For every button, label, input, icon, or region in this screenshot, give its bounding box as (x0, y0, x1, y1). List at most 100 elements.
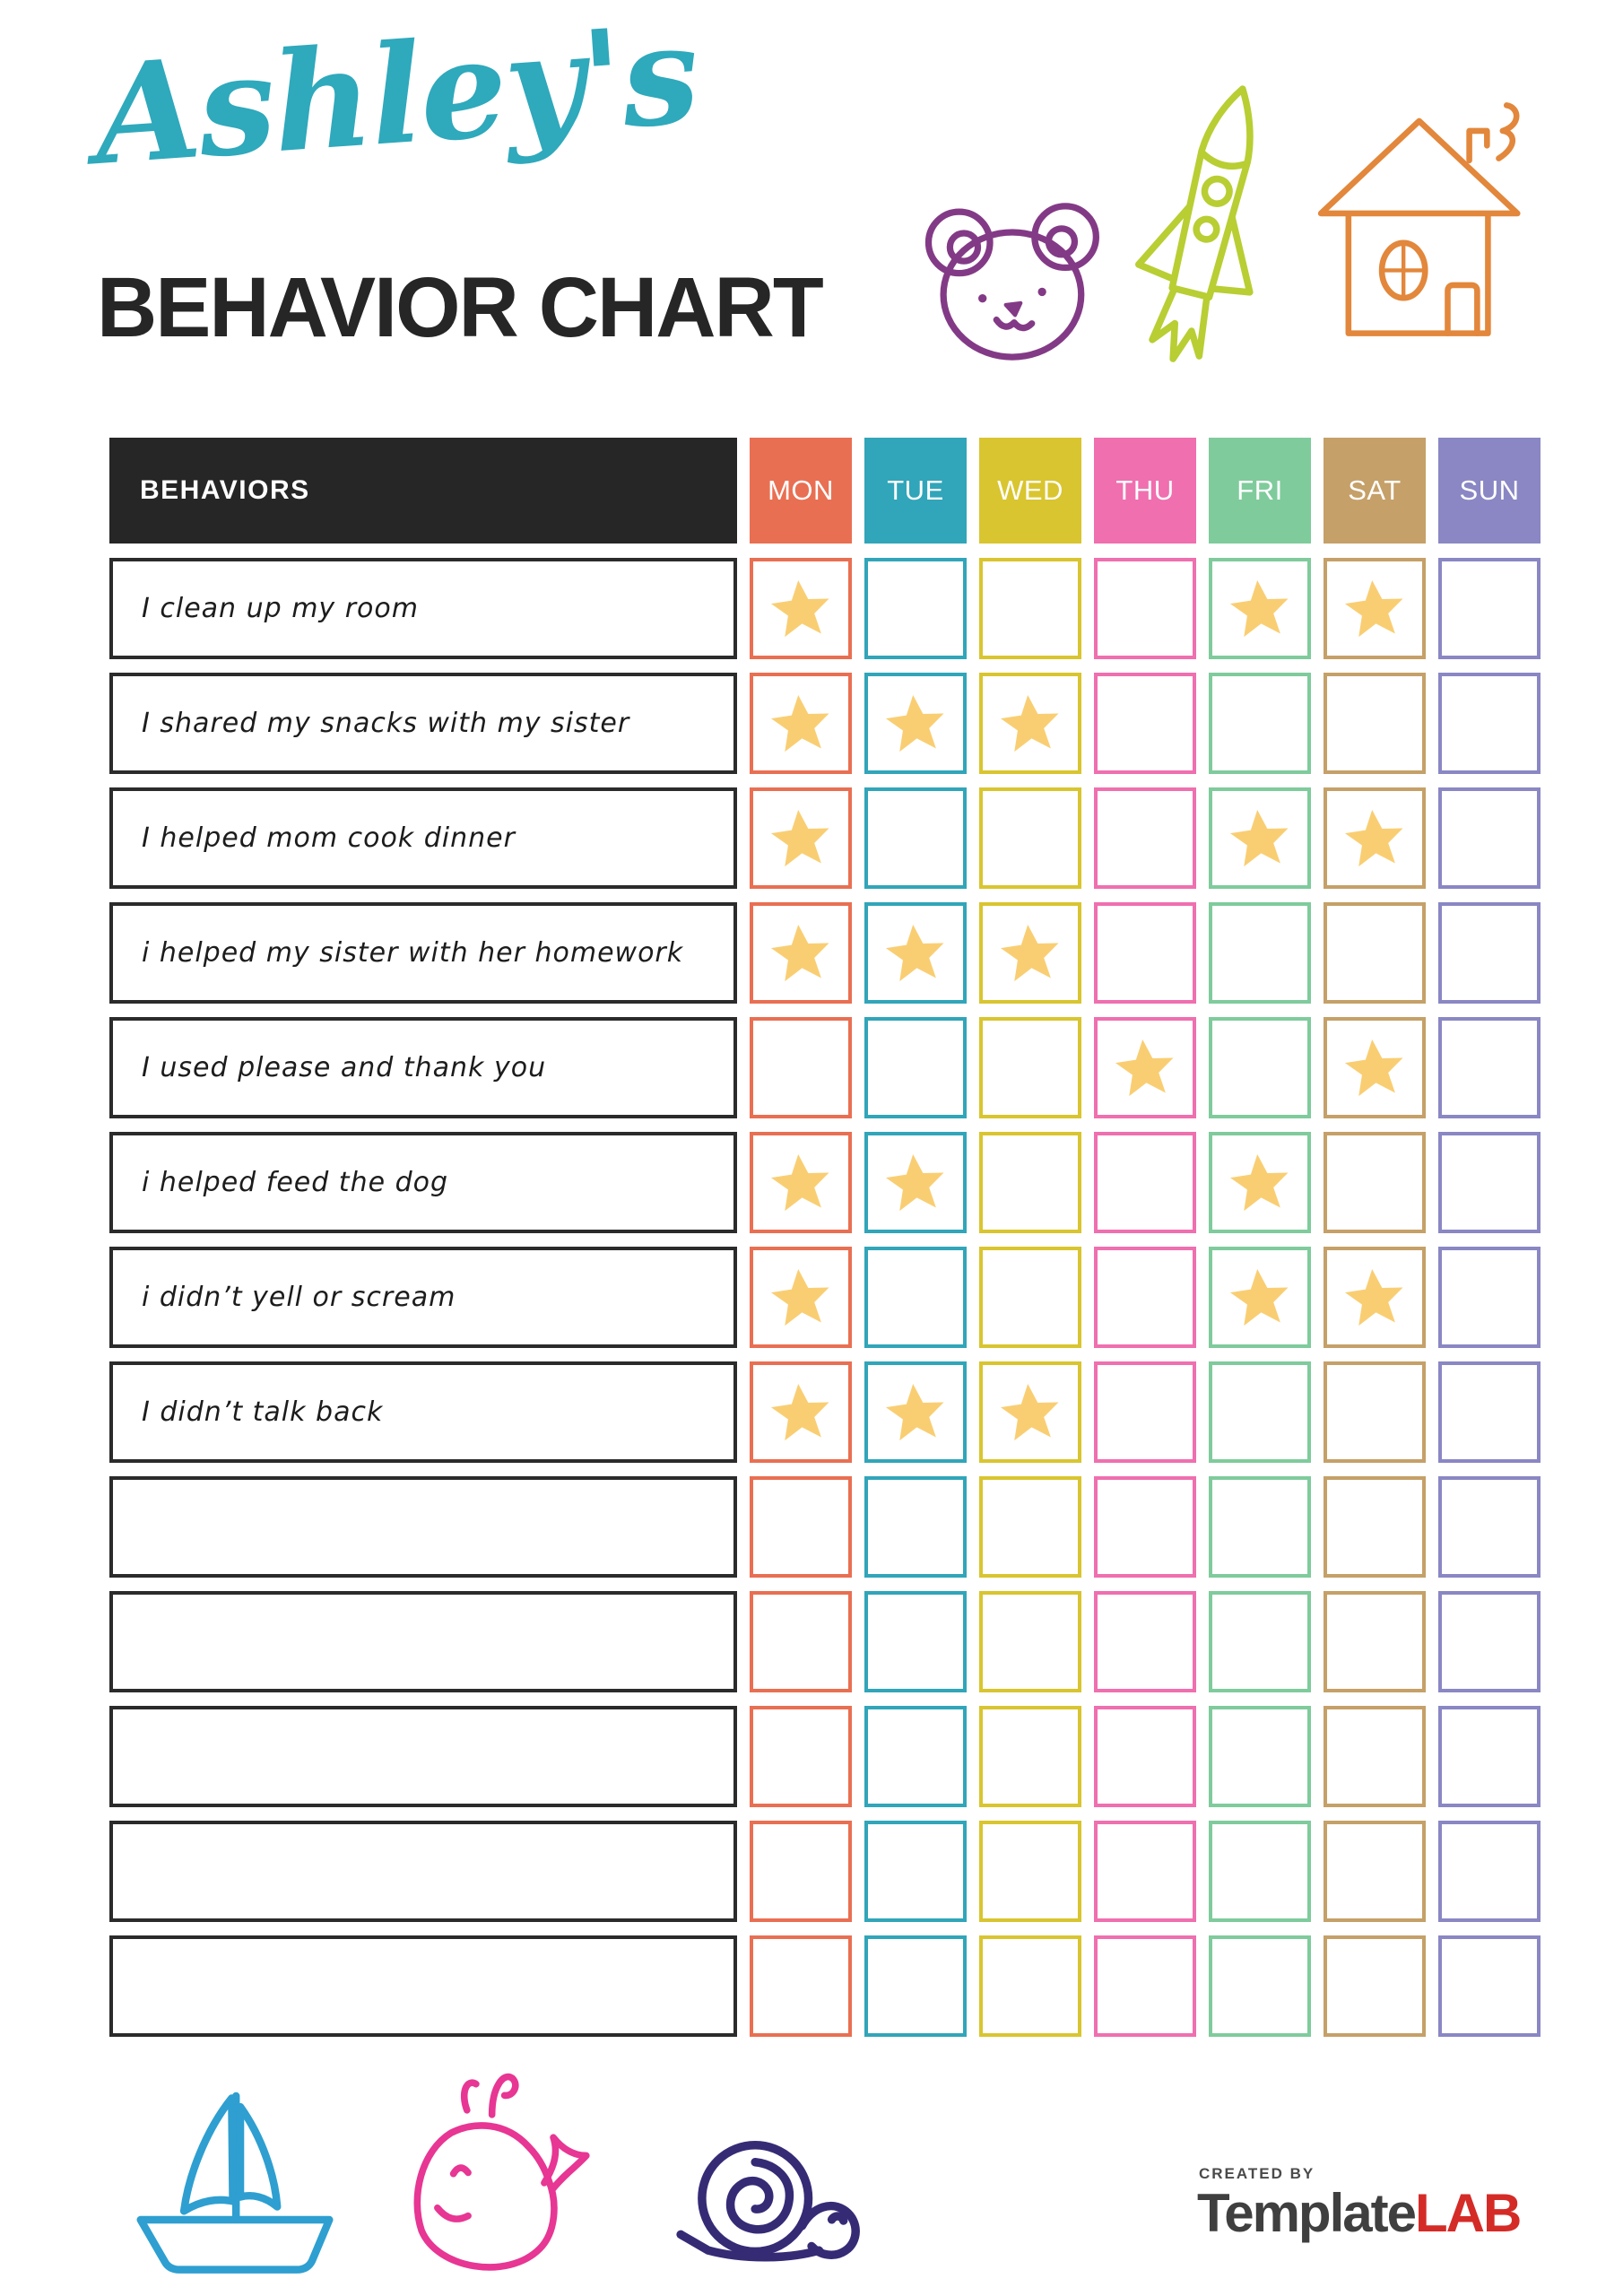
day-cell-wed (979, 1591, 1081, 1692)
table-header-row: BEHAVIORS MON TUE WED THU FRI SAT SUN (109, 438, 1541, 544)
day-cell-sat (1324, 1017, 1426, 1118)
day-cell-thu (1094, 1361, 1196, 1463)
behavior-label-cell (109, 1591, 737, 1692)
day-cell-thu (1094, 1476, 1196, 1578)
brand-template-text: Template (1197, 2183, 1417, 2243)
day-cell-fri (1209, 1017, 1311, 1118)
table-row: I clean up my room (109, 558, 1541, 659)
star-icon (1000, 694, 1059, 752)
star-icon (770, 579, 829, 637)
day-header-wed: WED (979, 438, 1081, 544)
day-cell-sat (1324, 558, 1426, 659)
day-cell-tue (864, 673, 967, 774)
star-icon (1344, 1268, 1403, 1326)
behavior-chart-table: BEHAVIORS MON TUE WED THU FRI SAT SUN I clean … (109, 438, 1541, 2037)
table-row: i didn’t yell or scream (109, 1247, 1541, 1348)
sailboat-doodle-icon (115, 2070, 355, 2287)
day-cell-mon (750, 1247, 852, 1348)
day-cell-wed (979, 1361, 1081, 1463)
day-cell-sat (1324, 1591, 1426, 1692)
star-icon (770, 924, 829, 981)
behavior-label-cell: i helped feed the dog (109, 1132, 737, 1233)
day-cell-fri (1209, 558, 1311, 659)
day-cell-fri (1209, 1591, 1311, 1692)
day-cell-tue (864, 902, 967, 1004)
star-icon (1115, 1039, 1174, 1096)
day-cell-sun (1438, 1017, 1541, 1118)
page-title-script: Ashley's (89, 0, 703, 196)
behavior-label-cell: I didn’t talk back (109, 1361, 737, 1463)
day-cell-tue (864, 1935, 967, 2037)
behavior-label-cell: i helped my sister with her homework (109, 902, 737, 1004)
day-cell-fri (1209, 1935, 1311, 2037)
day-header-thu: THU (1094, 438, 1196, 544)
table-row: I didn’t talk back (109, 1361, 1541, 1463)
behavior-label-cell: I clean up my room (109, 558, 737, 659)
star-icon (885, 1383, 944, 1440)
day-cell-fri (1209, 1706, 1311, 1807)
table-row (109, 1821, 1541, 1922)
day-cell-fri (1209, 902, 1311, 1004)
behaviors-column-header: BEHAVIORS (109, 438, 737, 544)
day-cell-mon (750, 1361, 852, 1463)
day-cell-wed (979, 1132, 1081, 1233)
day-cell-fri (1209, 1476, 1311, 1578)
day-cell-tue (864, 1132, 967, 1233)
day-cell-thu (1094, 787, 1196, 889)
star-icon (770, 1383, 829, 1440)
star-icon (1229, 809, 1289, 866)
day-cell-mon (750, 1132, 852, 1233)
day-cell-thu (1094, 1132, 1196, 1233)
day-cell-thu (1094, 902, 1196, 1004)
day-cell-sat (1324, 1132, 1426, 1233)
day-cell-sun (1438, 902, 1541, 1004)
star-icon (1000, 924, 1059, 981)
behavior-label-cell (109, 1706, 737, 1807)
table-body: I clean up my room I shared my snacks wi… (109, 558, 1541, 2037)
day-cell-wed (979, 558, 1081, 659)
day-cell-sun (1438, 1247, 1541, 1348)
day-cell-sat (1324, 1476, 1426, 1578)
day-cell-thu (1094, 558, 1196, 659)
day-cell-tue (864, 1247, 967, 1348)
table-row: I used please and thank you (109, 1017, 1541, 1118)
star-icon (770, 1268, 829, 1326)
day-cell-thu (1094, 1935, 1196, 2037)
day-header-sat: SAT (1324, 438, 1426, 544)
day-cell-sat (1324, 1706, 1426, 1807)
star-icon (1344, 1039, 1403, 1096)
day-cell-wed (979, 1821, 1081, 1922)
day-header-sun: SUN (1438, 438, 1541, 544)
day-cell-thu (1094, 1706, 1196, 1807)
day-cell-sun (1438, 1591, 1541, 1692)
day-cell-sun (1438, 673, 1541, 774)
day-cell-wed (979, 673, 1081, 774)
star-icon (770, 694, 829, 752)
bear-doodle-icon (916, 196, 1112, 368)
star-icon (770, 1153, 829, 1211)
day-cell-mon (750, 673, 852, 774)
behavior-label-cell (109, 1476, 737, 1578)
day-cell-thu (1094, 673, 1196, 774)
star-icon (885, 694, 944, 752)
day-cell-thu (1094, 1247, 1196, 1348)
whale-doodle-icon (371, 2056, 624, 2294)
day-cell-tue (864, 1017, 967, 1118)
day-cell-tue (864, 1361, 967, 1463)
day-cell-mon (750, 902, 852, 1004)
day-cell-sun (1438, 1132, 1541, 1233)
day-cell-sun (1438, 1706, 1541, 1807)
day-cell-wed (979, 1706, 1081, 1807)
table-row: I shared my snacks with my sister (109, 673, 1541, 774)
day-cell-sun (1438, 1935, 1541, 2037)
table-row (109, 1706, 1541, 1807)
behavior-label-cell (109, 1935, 737, 2037)
brand-name: TemplateLAB (1197, 2183, 1522, 2243)
day-cell-mon (750, 1591, 852, 1692)
day-cell-sat (1324, 1821, 1426, 1922)
day-cell-sun (1438, 787, 1541, 889)
day-header-mon: MON (750, 438, 852, 544)
day-cell-thu (1094, 1591, 1196, 1692)
behavior-label-cell: i didn’t yell or scream (109, 1247, 737, 1348)
star-icon (885, 1153, 944, 1211)
